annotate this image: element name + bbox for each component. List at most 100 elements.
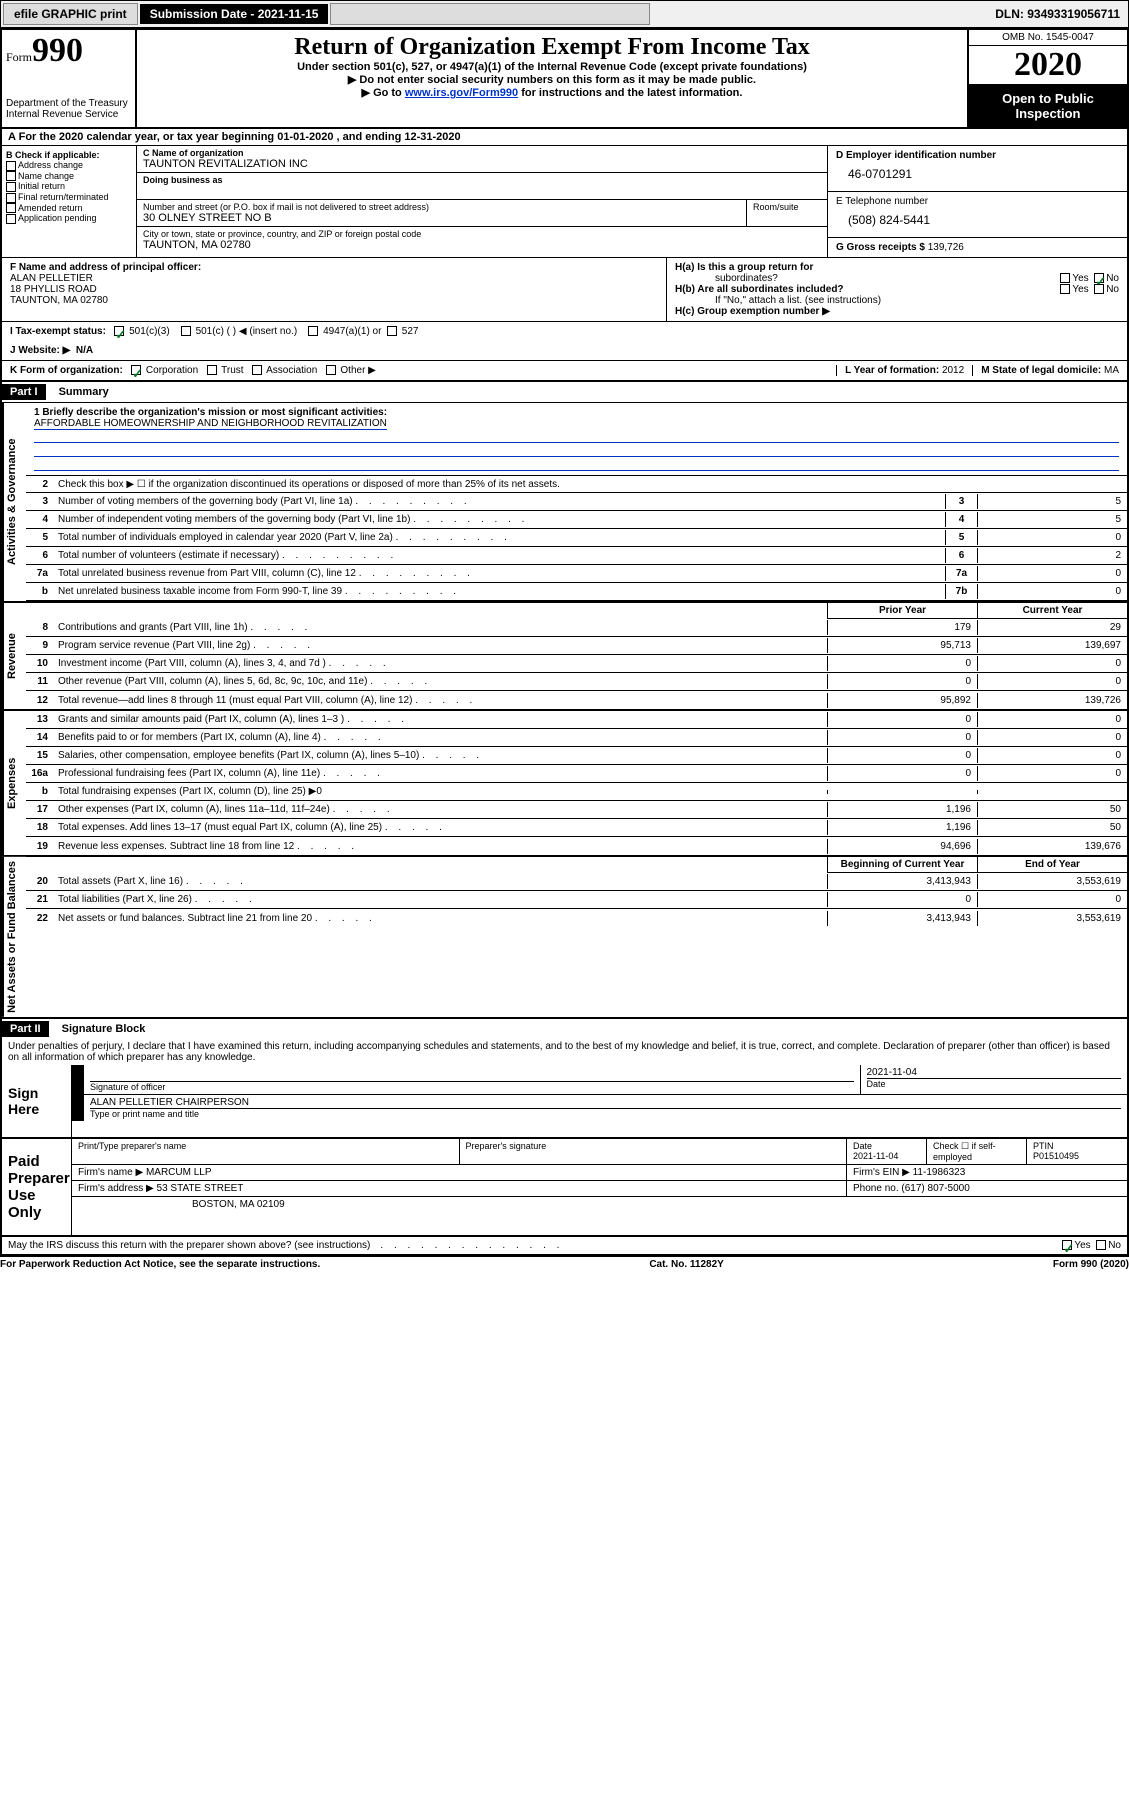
chk-name[interactable]: Name change <box>6 171 132 182</box>
form-number: 990 <box>32 32 83 69</box>
chk-pending-label: Application pending <box>18 213 97 223</box>
chk-pending[interactable]: Application pending <box>6 213 132 224</box>
sig-date-label: Date <box>867 1078 1122 1089</box>
footer-right: Form 990 (2020) <box>1053 1259 1129 1270</box>
dba-label: Doing business as <box>143 175 821 185</box>
chk-amended-label: Amended return <box>18 203 83 213</box>
city-label: City or town, state or province, country… <box>143 229 821 239</box>
paid-preparer-label: Paid Preparer Use Only <box>2 1139 72 1235</box>
chk-amended[interactable]: Amended return <box>6 203 132 214</box>
line-19: 19 Revenue less expenses. Subtract line … <box>26 837 1127 855</box>
addr-row: Number and street (or P.O. box if mail i… <box>137 200 827 226</box>
line-10: 10 Investment income (Part VIII, column … <box>26 655 1127 673</box>
form-header: Form990 Department of the Treasury Inter… <box>0 28 1129 129</box>
box-f-label: F Name and address of principal officer: <box>10 262 201 273</box>
chk-corp[interactable]: ✓ <box>131 365 141 375</box>
preparer-row-4: BOSTON, MA 02109 <box>72 1197 1127 1212</box>
chk-initial[interactable]: Initial return <box>6 181 132 192</box>
yes-label2: Yes <box>1072 284 1088 295</box>
gov-line-7a: 7a Total unrelated business revenue from… <box>26 565 1127 583</box>
chk-trust[interactable] <box>207 365 217 375</box>
preparer-row-2: Firm's name ▶ MARCUM LLP Firm's EIN ▶ 11… <box>72 1165 1127 1181</box>
dept-treasury: Department of the Treasury <box>6 98 131 109</box>
discuss-no[interactable] <box>1096 1240 1106 1250</box>
discuss-yes[interactable]: ✓ <box>1062 1240 1072 1250</box>
period-text: For the 2020 calendar year, or tax year … <box>19 131 461 143</box>
firm-name: Firm's name ▶ MARCUM LLP <box>72 1165 847 1180</box>
gov-line-3: 3 Number of voting members of the govern… <box>26 493 1127 511</box>
gov-line-5: 5 Total number of individuals employed i… <box>26 529 1127 547</box>
rev-header: Prior Year Current Year <box>26 603 1127 619</box>
line-17: 17 Other expenses (Part IX, column (A), … <box>26 801 1127 819</box>
box-d-e-g: D Employer identification number 46-0701… <box>827 146 1127 257</box>
section-b-g: B Check if applicable: Address change Na… <box>0 146 1129 258</box>
box-l: L Year of formation: 2012 <box>836 365 973 376</box>
efile-button[interactable]: efile GRAPHIC print <box>3 3 138 25</box>
header-center: Return of Organization Exempt From Incom… <box>137 30 967 127</box>
prep-date-label: Date <box>853 1141 872 1151</box>
ein-value: 46-0701291 <box>836 161 1119 187</box>
yes-label: Yes <box>1072 273 1088 284</box>
sig-name-label: Type or print name and title <box>90 1108 1121 1119</box>
box-j: J Website: ▶ N/A <box>2 341 1127 360</box>
col-end: End of Year <box>977 857 1127 873</box>
firm-phone-value: (617) 807-5000 <box>901 1183 969 1194</box>
street-label: Number and street (or P.O. box if mail i… <box>143 202 740 212</box>
chk-other[interactable] <box>326 365 336 375</box>
box-m-label: M State of legal domicile: <box>981 365 1104 376</box>
assoc-label: Association <box>266 365 317 376</box>
subtitle-3: ▶ Go to www.irs.gov/Form990 for instruct… <box>141 86 963 99</box>
discuss-no-label: No <box>1108 1240 1121 1251</box>
website-value: N/A <box>76 345 93 356</box>
hb-yes[interactable] <box>1060 284 1070 294</box>
chk-final[interactable]: Final return/terminated <box>6 192 132 203</box>
ha-no[interactable]: ✓ <box>1094 273 1104 283</box>
blank-button[interactable] <box>330 3 650 25</box>
ha-yes[interactable] <box>1060 273 1070 283</box>
chk-527[interactable] <box>387 326 397 336</box>
prep-date-value: 2021-11-04 <box>853 1151 898 1161</box>
sig-name: ALAN PELLETIER CHAIRPERSON Type or print… <box>84 1095 1127 1121</box>
firm-addr-label: Firm's address ▶ <box>78 1183 154 1194</box>
preparer-row-3: Firm's address ▶ 53 STATE STREET Phone n… <box>72 1181 1127 1197</box>
phone-box: E Telephone number (508) 824-5441 <box>828 192 1127 238</box>
hb2-label: If "No," attach a list. (see instruction… <box>675 295 1119 306</box>
501c-label: 501(c) ( ) ◀ (insert no.) <box>196 326 298 337</box>
part-2-header: Part II <box>2 1021 49 1037</box>
chk-501c3[interactable]: ✓ <box>114 326 124 336</box>
hb-no[interactable] <box>1094 284 1104 294</box>
sig-officer: Signature of officer <box>84 1065 861 1094</box>
chk-501c[interactable] <box>181 326 191 336</box>
hc-label: H(c) Group exemption number ▶ <box>675 306 830 317</box>
ptin-value: P01510495 <box>1033 1151 1079 1161</box>
chk-address[interactable]: Address change <box>6 160 132 171</box>
chk-assoc[interactable] <box>252 365 262 375</box>
org-name: TAUNTON REVITALIZATION INC <box>143 158 821 170</box>
chk-final-label: Final return/terminated <box>18 192 109 202</box>
line-2-text: Check this box ▶ ☐ if the organization d… <box>54 477 1127 492</box>
firm-addr2: BOSTON, MA 02109 <box>72 1197 1127 1212</box>
dln: DLN: 93493319056711 <box>995 7 1128 21</box>
line-8: 8 Contributions and grants (Part VIII, l… <box>26 619 1127 637</box>
chk-4947[interactable] <box>308 326 318 336</box>
line-15: 15 Salaries, other compensation, employe… <box>26 747 1127 765</box>
activities-governance: Activities & Governance 1 Briefly descri… <box>2 403 1127 603</box>
subtitle-2: ▶ Do not enter social security numbers o… <box>141 73 963 86</box>
firm-ein-value: 11-1986323 <box>913 1167 966 1178</box>
preparer-name-label: Print/Type preparer's name <box>72 1139 460 1164</box>
box-i-label: I Tax-exempt status: <box>10 326 106 337</box>
sig-date-value: 2021-11-04 <box>867 1067 1122 1078</box>
form990-link[interactable]: www.irs.gov/Form990 <box>405 87 518 99</box>
col-begin: Beginning of Current Year <box>827 857 977 873</box>
firm-ein-label: Firm's EIN ▶ <box>853 1167 910 1178</box>
box-f: F Name and address of principal officer:… <box>2 258 667 321</box>
mission-value: AFFORDABLE HOMEOWNERSHIP AND NEIGHBORHOO… <box>34 418 387 430</box>
hb-label: H(b) Are all subordinates included? <box>675 284 1060 295</box>
line-12: 12 Total revenue—add lines 8 through 11 … <box>26 691 1127 709</box>
trust-label: Trust <box>221 365 243 376</box>
officer-name: ALAN PELLETIER <box>10 273 93 284</box>
subtitle-1: Under section 501(c), 527, or 4947(a)(1)… <box>141 61 963 73</box>
line-18: 18 Total expenses. Add lines 13–17 (must… <box>26 819 1127 837</box>
sign-here-block: Sign Here Signature of officer 2021-11-0… <box>0 1065 1129 1139</box>
declaration: Under penalties of perjury, I declare th… <box>0 1039 1129 1065</box>
